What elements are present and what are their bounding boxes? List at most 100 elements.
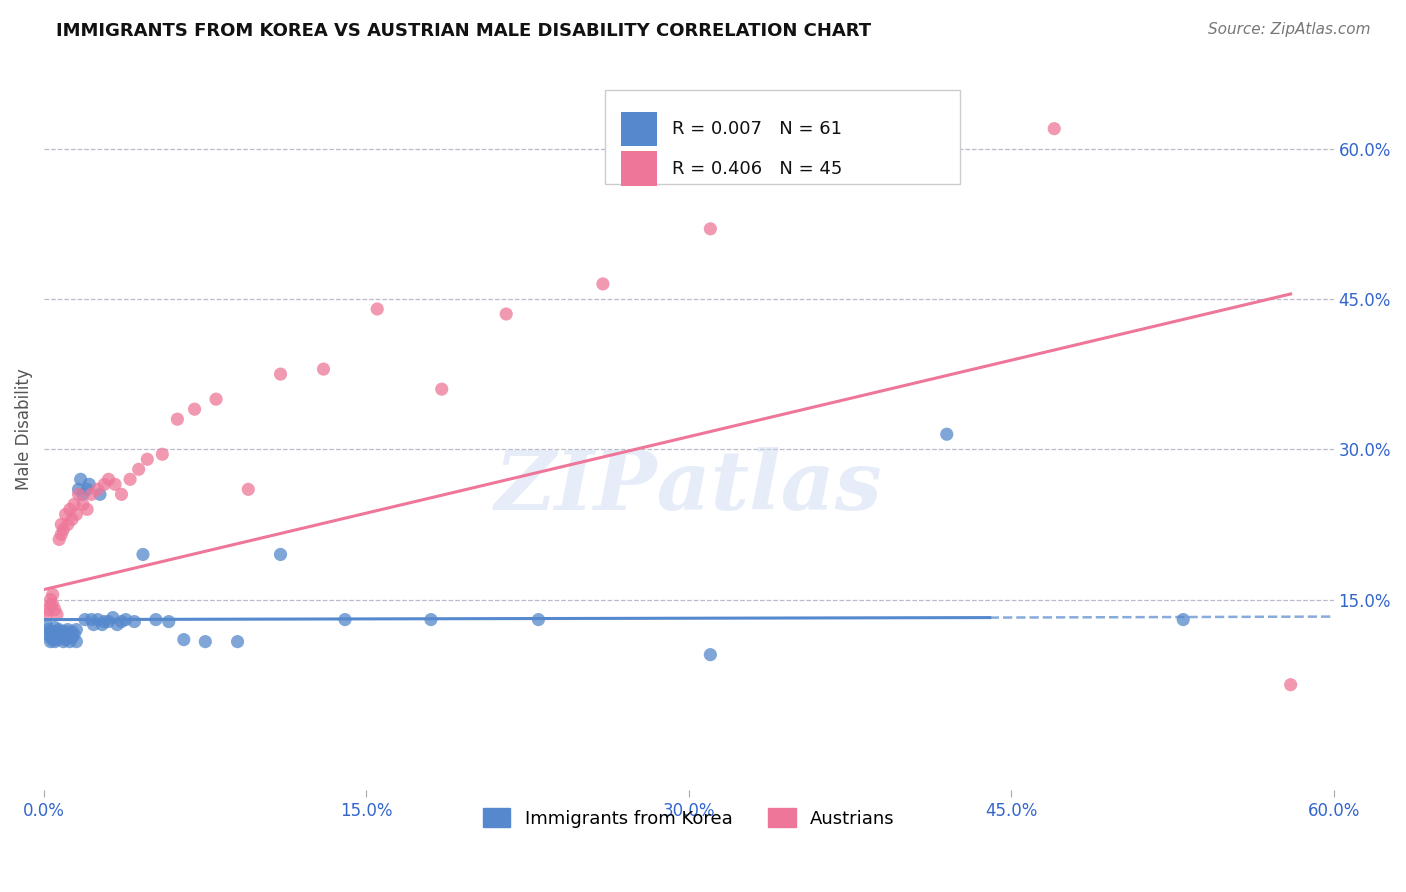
Point: [44, 634, 66, 648]
Point: [37, 627, 59, 641]
Point: [60, 512, 83, 526]
Text: Source: ZipAtlas.com: Source: ZipAtlas.com: [1208, 22, 1371, 37]
Point: [849, 152, 872, 166]
Point: [37, 602, 59, 616]
Point: [136, 452, 159, 467]
Point: [183, 402, 205, 417]
Point: [270, 548, 292, 562]
Point: [194, 634, 217, 648]
Point: [104, 477, 127, 491]
Point: [1043, 121, 1066, 136]
Point: [495, 307, 517, 321]
Point: [1279, 678, 1302, 692]
Point: [48, 623, 70, 637]
Point: [65, 634, 87, 648]
Point: [145, 613, 167, 627]
Point: [59, 627, 82, 641]
Point: [166, 412, 188, 426]
Point: [238, 483, 260, 497]
Point: [699, 222, 721, 236]
Point: [35, 607, 58, 622]
Point: [69, 472, 91, 486]
Point: [97, 472, 120, 486]
Point: [65, 508, 87, 522]
Point: [55, 624, 77, 639]
Point: [63, 497, 86, 511]
Point: [76, 502, 98, 516]
Point: [173, 632, 195, 647]
Point: [41, 588, 63, 602]
Point: [935, 427, 957, 442]
Legend: Immigrants from Korea, Austrians: Immigrants from Korea, Austrians: [475, 801, 901, 835]
Point: [527, 613, 550, 627]
Point: [55, 632, 77, 647]
Point: [333, 613, 356, 627]
Point: [59, 634, 82, 648]
Point: [105, 617, 128, 632]
Point: [430, 382, 453, 396]
FancyBboxPatch shape: [620, 112, 657, 146]
Text: R = 0.406   N = 45: R = 0.406 N = 45: [672, 160, 842, 178]
Point: [699, 648, 721, 662]
FancyBboxPatch shape: [620, 152, 657, 186]
Point: [41, 627, 63, 641]
Point: [89, 487, 111, 501]
Point: [41, 598, 63, 612]
Point: [110, 487, 132, 501]
Point: [124, 615, 146, 629]
Text: IMMIGRANTS FROM KOREA VS AUSTRIAN MALE DISABILITY CORRELATION CHART: IMMIGRANTS FROM KOREA VS AUSTRIAN MALE D…: [56, 22, 872, 40]
Point: [35, 617, 58, 632]
Point: [114, 613, 136, 627]
Point: [46, 627, 69, 641]
Point: [56, 517, 79, 532]
Point: [56, 623, 79, 637]
Y-axis label: Male Disability: Male Disability: [15, 368, 32, 490]
Point: [39, 598, 62, 612]
Point: [73, 613, 96, 627]
Point: [128, 462, 150, 476]
Point: [80, 613, 103, 627]
Point: [44, 602, 66, 616]
Point: [226, 634, 249, 648]
Point: [270, 367, 292, 381]
Point: [51, 517, 73, 532]
Point: [366, 301, 388, 316]
Point: [93, 477, 115, 491]
Point: [59, 502, 82, 516]
Point: [48, 630, 70, 644]
Point: [67, 483, 90, 497]
Point: [72, 497, 94, 511]
Point: [39, 592, 62, 607]
Point: [39, 624, 62, 639]
Point: [60, 624, 83, 639]
Text: R = 0.007   N = 61: R = 0.007 N = 61: [672, 120, 842, 138]
Point: [97, 615, 120, 629]
Point: [51, 631, 73, 645]
Point: [132, 548, 155, 562]
Point: [60, 631, 83, 645]
Point: [312, 362, 335, 376]
Point: [420, 613, 443, 627]
Point: [205, 392, 228, 406]
Point: [76, 483, 98, 497]
Text: ZIP​atlas: ZIP​atlas: [495, 447, 883, 527]
Point: [52, 627, 75, 641]
Point: [110, 615, 132, 629]
Point: [77, 477, 100, 491]
Point: [52, 523, 75, 537]
Point: [55, 508, 77, 522]
Point: [150, 447, 173, 461]
Point: [101, 610, 124, 624]
Point: [157, 615, 180, 629]
Point: [87, 483, 110, 497]
Point: [592, 277, 614, 291]
Point: [52, 634, 75, 648]
Point: [44, 624, 66, 639]
Point: [87, 613, 110, 627]
FancyBboxPatch shape: [605, 90, 960, 184]
Point: [41, 632, 63, 647]
Point: [1173, 613, 1195, 627]
Point: [46, 607, 69, 622]
Point: [39, 634, 62, 648]
Point: [48, 533, 70, 547]
